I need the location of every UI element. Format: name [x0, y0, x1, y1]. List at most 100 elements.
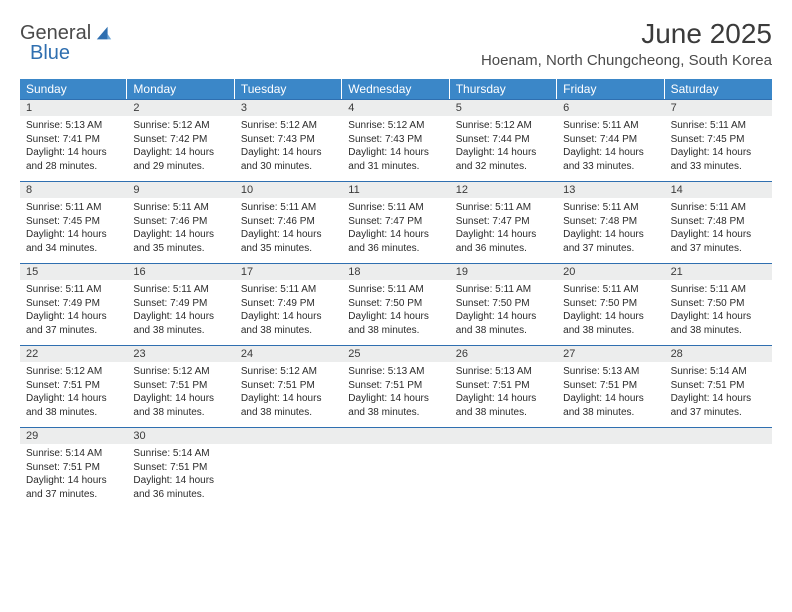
sunrise-line: Sunrise: 5:13 AM	[563, 365, 658, 379]
sunset-line: Sunset: 7:50 PM	[671, 297, 766, 311]
page-title: June 2025	[481, 18, 772, 50]
logo-sail-icon	[95, 25, 113, 43]
sunset-line: Sunset: 7:51 PM	[456, 379, 551, 393]
data-cell: Sunrise: 5:11 AMSunset: 7:48 PMDaylight:…	[557, 198, 664, 263]
data-cell: Sunrise: 5:11 AMSunset: 7:48 PMDaylight:…	[665, 198, 772, 263]
sunrise-line: Sunrise: 5:12 AM	[241, 365, 336, 379]
date-cell: 16	[127, 264, 234, 280]
sunset-line: Sunset: 7:46 PM	[241, 215, 336, 229]
sunset-line: Sunset: 7:44 PM	[563, 133, 658, 147]
day-header-cell: Sunday	[20, 79, 127, 99]
daylight-line: Daylight: 14 hours and 28 minutes.	[26, 146, 121, 173]
data-cell: Sunrise: 5:11 AMSunset: 7:45 PMDaylight:…	[665, 116, 772, 181]
data-cell: Sunrise: 5:12 AMSunset: 7:51 PMDaylight:…	[20, 362, 127, 427]
data-cell: Sunrise: 5:14 AMSunset: 7:51 PMDaylight:…	[665, 362, 772, 427]
sunset-line: Sunset: 7:45 PM	[26, 215, 121, 229]
sunset-line: Sunset: 7:51 PM	[133, 461, 228, 475]
date-cell	[342, 428, 449, 444]
header: General June 2025 Hoenam, North Chungche…	[20, 18, 772, 69]
daylight-line: Daylight: 14 hours and 38 minutes.	[671, 310, 766, 337]
sunrise-line: Sunrise: 5:12 AM	[26, 365, 121, 379]
sunrise-line: Sunrise: 5:11 AM	[241, 201, 336, 215]
daylight-line: Daylight: 14 hours and 38 minutes.	[456, 310, 551, 337]
daylight-line: Daylight: 14 hours and 30 minutes.	[241, 146, 336, 173]
date-cell: 23	[127, 346, 234, 362]
daylight-line: Daylight: 14 hours and 36 minutes.	[348, 228, 443, 255]
date-cell: 29	[20, 428, 127, 444]
sunrise-line: Sunrise: 5:12 AM	[133, 119, 228, 133]
sunset-line: Sunset: 7:51 PM	[563, 379, 658, 393]
daylight-line: Daylight: 14 hours and 38 minutes.	[563, 392, 658, 419]
data-cell: Sunrise: 5:12 AMSunset: 7:44 PMDaylight:…	[450, 116, 557, 181]
date-cell: 6	[557, 100, 664, 116]
sunrise-line: Sunrise: 5:13 AM	[26, 119, 121, 133]
data-cell: Sunrise: 5:12 AMSunset: 7:51 PMDaylight:…	[235, 362, 342, 427]
date-cell: 8	[20, 182, 127, 198]
date-cell: 21	[665, 264, 772, 280]
sunrise-line: Sunrise: 5:11 AM	[456, 283, 551, 297]
daylight-line: Daylight: 14 hours and 38 minutes.	[133, 310, 228, 337]
date-cell	[665, 428, 772, 444]
sunrise-line: Sunrise: 5:11 AM	[133, 283, 228, 297]
sunset-line: Sunset: 7:43 PM	[348, 133, 443, 147]
sunset-line: Sunset: 7:50 PM	[456, 297, 551, 311]
daylight-line: Daylight: 14 hours and 37 minutes.	[26, 310, 121, 337]
date-cell: 15	[20, 264, 127, 280]
data-cell	[450, 444, 557, 509]
sunset-line: Sunset: 7:44 PM	[456, 133, 551, 147]
data-cell	[235, 444, 342, 509]
data-cell: Sunrise: 5:11 AMSunset: 7:47 PMDaylight:…	[450, 198, 557, 263]
date-cell: 4	[342, 100, 449, 116]
sunset-line: Sunset: 7:51 PM	[133, 379, 228, 393]
sunset-line: Sunset: 7:48 PM	[671, 215, 766, 229]
sunrise-line: Sunrise: 5:11 AM	[241, 283, 336, 297]
sunrise-line: Sunrise: 5:11 AM	[26, 201, 121, 215]
sunrise-line: Sunrise: 5:11 AM	[26, 283, 121, 297]
daylight-line: Daylight: 14 hours and 34 minutes.	[26, 228, 121, 255]
date-cell	[450, 428, 557, 444]
sunset-line: Sunset: 7:46 PM	[133, 215, 228, 229]
date-cell: 13	[557, 182, 664, 198]
data-cell: Sunrise: 5:11 AMSunset: 7:49 PMDaylight:…	[20, 280, 127, 345]
sunset-line: Sunset: 7:51 PM	[26, 379, 121, 393]
day-header-row: SundayMondayTuesdayWednesdayThursdayFrid…	[20, 79, 772, 99]
sunrise-line: Sunrise: 5:11 AM	[348, 201, 443, 215]
day-header-cell: Wednesday	[342, 79, 449, 99]
daylight-line: Daylight: 14 hours and 33 minutes.	[563, 146, 658, 173]
data-cell: Sunrise: 5:14 AMSunset: 7:51 PMDaylight:…	[127, 444, 234, 509]
date-cell: 1	[20, 100, 127, 116]
daylight-line: Daylight: 14 hours and 38 minutes.	[241, 310, 336, 337]
daylight-line: Daylight: 14 hours and 35 minutes.	[241, 228, 336, 255]
date-cell: 20	[557, 264, 664, 280]
daylight-line: Daylight: 14 hours and 38 minutes.	[26, 392, 121, 419]
date-cell: 12	[450, 182, 557, 198]
day-header-cell: Tuesday	[235, 79, 342, 99]
date-cell: 25	[342, 346, 449, 362]
sunset-line: Sunset: 7:50 PM	[348, 297, 443, 311]
data-cell: Sunrise: 5:11 AMSunset: 7:47 PMDaylight:…	[342, 198, 449, 263]
sunset-line: Sunset: 7:50 PM	[563, 297, 658, 311]
sunrise-line: Sunrise: 5:11 AM	[456, 201, 551, 215]
date-cell: 3	[235, 100, 342, 116]
data-cell: Sunrise: 5:13 AMSunset: 7:51 PMDaylight:…	[342, 362, 449, 427]
day-header-cell: Friday	[557, 79, 664, 99]
sunrise-line: Sunrise: 5:11 AM	[671, 283, 766, 297]
sunset-line: Sunset: 7:49 PM	[133, 297, 228, 311]
sunrise-line: Sunrise: 5:11 AM	[671, 201, 766, 215]
date-cell: 7	[665, 100, 772, 116]
daylight-line: Daylight: 14 hours and 35 minutes.	[133, 228, 228, 255]
daylight-line: Daylight: 14 hours and 38 minutes.	[133, 392, 228, 419]
daylight-line: Daylight: 14 hours and 33 minutes.	[671, 146, 766, 173]
sunset-line: Sunset: 7:47 PM	[456, 215, 551, 229]
data-cell: Sunrise: 5:11 AMSunset: 7:46 PMDaylight:…	[235, 198, 342, 263]
daylight-line: Daylight: 14 hours and 36 minutes.	[456, 228, 551, 255]
data-cell: Sunrise: 5:11 AMSunset: 7:44 PMDaylight:…	[557, 116, 664, 181]
daylight-line: Daylight: 14 hours and 31 minutes.	[348, 146, 443, 173]
date-cell: 11	[342, 182, 449, 198]
data-cell: Sunrise: 5:12 AMSunset: 7:43 PMDaylight:…	[342, 116, 449, 181]
data-cell: Sunrise: 5:11 AMSunset: 7:50 PMDaylight:…	[557, 280, 664, 345]
daylight-line: Daylight: 14 hours and 38 minutes.	[241, 392, 336, 419]
data-cell: Sunrise: 5:13 AMSunset: 7:51 PMDaylight:…	[450, 362, 557, 427]
sunset-line: Sunset: 7:49 PM	[241, 297, 336, 311]
sunset-line: Sunset: 7:51 PM	[671, 379, 766, 393]
